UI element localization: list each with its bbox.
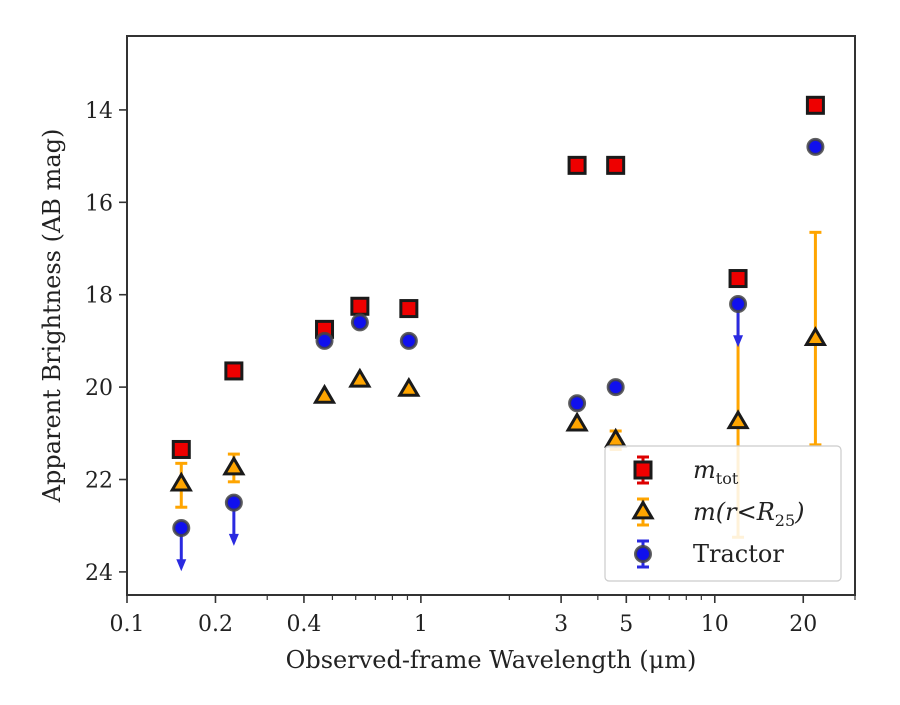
legend-entry: mtot	[633, 455, 739, 488]
data-point-triangle	[348, 367, 372, 388]
data-point-triangle	[312, 383, 337, 404]
legend-marker-circle	[634, 545, 652, 563]
plot-frame	[126, 35, 856, 596]
legend-label: mtot	[693, 456, 739, 488]
x-tick-label: 10	[701, 612, 729, 637]
y-tick-label: 22	[85, 469, 113, 494]
data-point-triangle	[604, 427, 628, 448]
data-point-circle	[172, 519, 191, 538]
x-tick-label: 3	[554, 612, 568, 637]
data-point-circle	[806, 137, 825, 156]
ticks-layer: 0.1 0.2 0.4 1 3 5 10 20 14 16 18 20 22 24	[85, 99, 856, 637]
data-point-circle	[315, 331, 334, 350]
legend-label-main: m	[693, 456, 716, 484]
data-point-square	[567, 155, 587, 175]
data-point-square	[399, 299, 419, 319]
legend-label-subscript: 25	[775, 511, 795, 530]
data-point-circle	[224, 493, 243, 512]
data-point-circle	[399, 331, 418, 350]
data-point-square	[728, 269, 748, 289]
legend-label: Tractor	[693, 540, 784, 568]
data-point-square	[224, 361, 244, 381]
legend-label-tail: )	[794, 498, 804, 526]
data-point-square	[171, 439, 191, 459]
x-tick-label: 0.1	[110, 612, 145, 637]
x-tick-label: 0.4	[286, 612, 321, 637]
legend-marker-triangle	[631, 499, 655, 520]
legend-marker-square	[633, 460, 653, 480]
y-tick-label: 18	[85, 284, 113, 309]
y-axis-label: Apparent Brightness (AB mag)	[38, 129, 66, 504]
arrow-head	[733, 335, 744, 348]
arrow-head	[228, 533, 239, 546]
x-tick-label: 0.2	[198, 612, 233, 637]
data-point-triangle	[222, 455, 246, 476]
legend-label-subscript: tot	[716, 469, 739, 488]
x-tick-label: 20	[789, 612, 817, 637]
data-point-circle	[350, 313, 369, 332]
legend: mtot m(r<R25) Tractor	[604, 445, 842, 582]
data-point-circle	[606, 378, 625, 397]
data-point-triangle	[803, 326, 828, 346]
y-tick-label: 20	[85, 376, 113, 401]
data-point-triangle	[169, 471, 193, 492]
data-point-square	[350, 296, 370, 316]
legend-entry: Tractor	[634, 539, 784, 569]
x-tick-label: 1	[414, 612, 428, 637]
data-point-triangle	[397, 376, 421, 397]
data-point-circle	[729, 294, 748, 313]
data-point-square	[805, 95, 825, 115]
y-tick-label: 24	[85, 561, 113, 586]
data-point-square	[606, 155, 626, 175]
legend-entry: m(r<R25)	[631, 497, 805, 530]
markers-layer	[169, 95, 828, 538]
x-tick-label: 5	[619, 612, 633, 637]
y-tick-label: 16	[85, 191, 113, 216]
data-point-circle	[568, 394, 587, 413]
legend-box	[604, 445, 842, 582]
arrow-head	[176, 559, 187, 572]
y-tick-label: 14	[85, 99, 113, 124]
legend-label: m(r<R25)	[693, 498, 805, 530]
data-point-triangle	[565, 411, 589, 432]
x-axis-label: Observed-frame Wavelength (μm)	[286, 646, 697, 674]
data-point-triangle	[726, 409, 750, 430]
legend-label-main: m(r<R	[693, 498, 775, 526]
